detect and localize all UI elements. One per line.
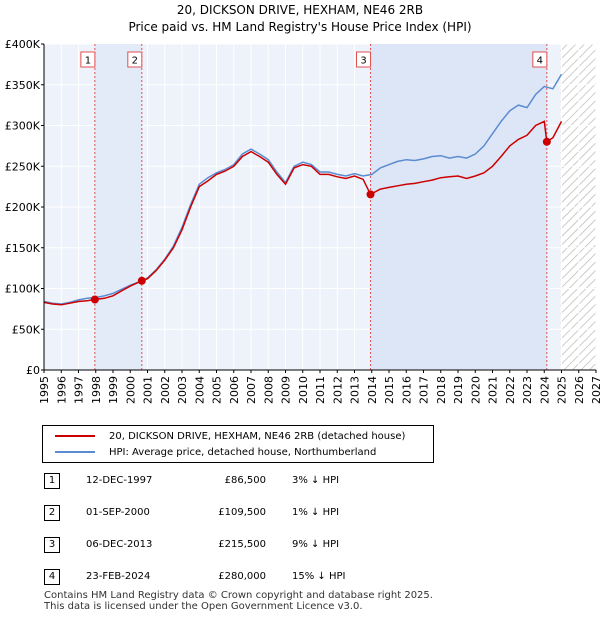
x-tick-label: 2007 bbox=[245, 376, 258, 404]
transaction-number: 2 bbox=[44, 505, 60, 521]
transaction-date: 12-DEC-1997 bbox=[86, 475, 153, 486]
x-tick-label: 2004 bbox=[193, 376, 206, 404]
legend: 20, DICKSON DRIVE, HEXHAM, NE46 2RB (det… bbox=[42, 425, 434, 463]
x-tick-label: 2011 bbox=[314, 376, 327, 404]
legend-swatch-hpi bbox=[55, 451, 95, 453]
x-tick-label: 2013 bbox=[349, 376, 362, 404]
legend-label-hpi: HPI: Average price, detached house, Nort… bbox=[109, 446, 377, 458]
transaction-date: 01-SEP-2000 bbox=[86, 507, 150, 518]
x-tick-label: 2017 bbox=[418, 376, 431, 404]
x-tick-label: 2019 bbox=[452, 376, 465, 404]
transaction-number: 1 bbox=[44, 473, 60, 489]
y-tick-label: £100K bbox=[5, 283, 41, 296]
x-tick-label: 2006 bbox=[228, 376, 241, 404]
x-tick-label: 2027 bbox=[590, 376, 600, 404]
transaction-hpi-diff: 3% ↓ HPI bbox=[292, 475, 340, 486]
y-tick-label: £0 bbox=[26, 364, 40, 377]
footer-licence: This data is licensed under the Open Gov… bbox=[44, 601, 363, 612]
y-tick-label: £150K bbox=[5, 242, 41, 255]
ownership-band bbox=[370, 44, 547, 370]
x-tick-label: 2008 bbox=[262, 376, 275, 404]
sale-point bbox=[366, 190, 375, 199]
x-tick-label: 1995 bbox=[38, 376, 51, 404]
table-row: 1 12-DEC-1997 £86,500 3% ↓ HPI bbox=[42, 473, 382, 491]
property-series-line bbox=[43, 120, 563, 306]
x-tick-label: 2005 bbox=[211, 376, 224, 404]
chart-title: 20, DICKSON DRIVE, HEXHAM, NE46 2RB bbox=[177, 3, 423, 17]
x-tick-label: 2003 bbox=[176, 376, 189, 404]
x-tick-label: 1996 bbox=[55, 376, 68, 404]
sale-label-number: 2 bbox=[132, 56, 138, 67]
x-tick-label: 1997 bbox=[73, 376, 86, 404]
x-tick-label: 2022 bbox=[504, 376, 517, 404]
sale-label: 1 bbox=[80, 51, 96, 68]
x-tick-label: 1998 bbox=[90, 376, 103, 404]
legend-swatch-property bbox=[55, 435, 95, 437]
sale-label-number: 1 bbox=[85, 56, 91, 67]
x-tick-label: 2014 bbox=[366, 376, 379, 404]
sale-label-number: 4 bbox=[537, 56, 543, 67]
x-tick-label: 2002 bbox=[159, 376, 172, 404]
legend-label-property: 20, DICKSON DRIVE, HEXHAM, NE46 2RB (det… bbox=[109, 430, 406, 442]
x-tick-label: 2001 bbox=[142, 376, 155, 404]
transaction-price: £109,500 bbox=[218, 507, 266, 518]
x-tick-label: 2025 bbox=[556, 376, 569, 404]
x-tick-label: 2010 bbox=[297, 376, 310, 404]
x-tick-label: 2021 bbox=[487, 376, 500, 404]
x-tick-label: 2020 bbox=[469, 376, 482, 404]
hpi-series-line bbox=[43, 73, 563, 305]
transaction-number: 4 bbox=[44, 569, 60, 585]
transaction-hpi-diff: 1% ↓ HPI bbox=[292, 507, 340, 518]
y-tick-label: £250K bbox=[5, 160, 41, 173]
sale-label: 3 bbox=[356, 51, 372, 68]
y-tick-label: £400K bbox=[5, 38, 41, 51]
sale-label-box bbox=[356, 51, 372, 68]
sale-label-box bbox=[80, 51, 96, 68]
y-tick-label: £50K bbox=[12, 323, 41, 336]
legend-item-property: 20, DICKSON DRIVE, HEXHAM, NE46 2RB (det… bbox=[43, 428, 405, 444]
x-tick-label: 2023 bbox=[521, 376, 534, 404]
transaction-price: £215,500 bbox=[218, 539, 266, 550]
x-tick-label: 2018 bbox=[435, 376, 448, 404]
table-row: 2 01-SEP-2000 £109,500 1% ↓ HPI bbox=[42, 505, 382, 523]
sale-point bbox=[542, 137, 551, 146]
transaction-hpi-diff: 15% ↓ HPI bbox=[292, 571, 346, 582]
transaction-price: £280,000 bbox=[218, 571, 266, 582]
transaction-date: 23-FEB-2024 bbox=[86, 571, 151, 582]
x-tick-label: 2012 bbox=[331, 376, 344, 404]
chart: 20, DICKSON DRIVE, HEXHAM, NE46 2RB Pric… bbox=[5, 3, 600, 404]
y-tick-label: £350K bbox=[5, 79, 41, 92]
transaction-price: £86,500 bbox=[224, 475, 266, 486]
sale-point bbox=[90, 295, 99, 304]
sale-label: 2 bbox=[127, 51, 143, 68]
table-row: 3 06-DEC-2013 £215,500 9% ↓ HPI bbox=[42, 537, 382, 555]
x-tick-label: 2016 bbox=[400, 376, 413, 404]
footer-copyright: Contains HM Land Registry data © Crown c… bbox=[44, 590, 433, 601]
x-tick-label: 2015 bbox=[383, 376, 396, 404]
x-tick-label: 2009 bbox=[280, 376, 293, 404]
sale-label-box bbox=[127, 51, 143, 68]
x-tick-label: 2000 bbox=[124, 376, 137, 404]
sale-point bbox=[137, 276, 146, 285]
transaction-hpi-diff: 9% ↓ HPI bbox=[292, 539, 340, 550]
chart-subtitle: Price paid vs. HM Land Registry's House … bbox=[128, 20, 471, 34]
table-row: 4 23-FEB-2024 £280,000 15% ↓ HPI bbox=[42, 569, 382, 587]
x-tick-label: 2024 bbox=[538, 376, 551, 404]
sale-label: 4 bbox=[532, 51, 548, 68]
y-tick-label: £300K bbox=[5, 120, 41, 133]
y-tick-label: £200K bbox=[5, 201, 41, 214]
ownership-band bbox=[94, 44, 142, 370]
sale-label-number: 3 bbox=[360, 56, 366, 67]
transaction-number: 3 bbox=[44, 537, 60, 553]
x-tick-label: 1999 bbox=[107, 376, 120, 404]
footer: Contains HM Land Registry data © Crown c… bbox=[44, 590, 433, 612]
sale-label-box bbox=[532, 51, 548, 68]
x-tick-label: 2026 bbox=[573, 376, 586, 404]
transaction-date: 06-DEC-2013 bbox=[86, 539, 153, 550]
legend-item-hpi: HPI: Average price, detached house, Nort… bbox=[43, 444, 376, 460]
